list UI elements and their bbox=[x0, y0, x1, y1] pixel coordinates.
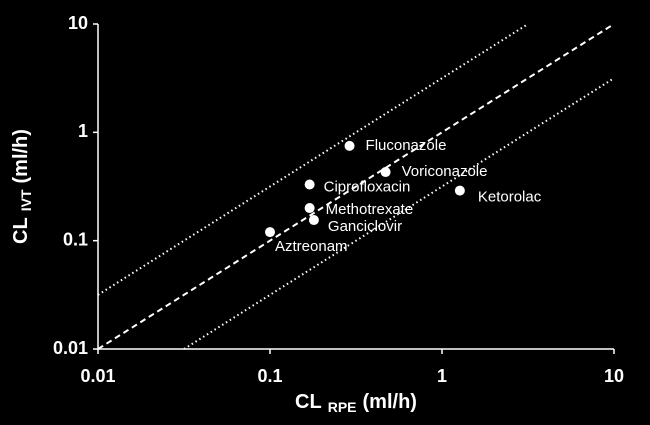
point bbox=[304, 179, 315, 190]
point bbox=[344, 140, 355, 151]
point bbox=[265, 227, 275, 238]
x-axis-title: CL RPE (ml/h) bbox=[295, 391, 417, 414]
x-tick-label: 0.01 bbox=[80, 366, 115, 386]
point-label: Ketorolac bbox=[478, 189, 542, 206]
point bbox=[304, 203, 315, 214]
y-tick-label: 0.01 bbox=[53, 338, 88, 358]
x-tick-label: 0.1 bbox=[257, 366, 282, 386]
y-axis-title-sub: IVT bbox=[18, 189, 34, 211]
x-tick-label: 10 bbox=[604, 366, 624, 386]
reference-line bbox=[183, 77, 615, 350]
y-axis-title-main: CL bbox=[10, 217, 32, 244]
point-label: Methotrexate bbox=[326, 201, 414, 218]
point-label: Ganciclovir bbox=[328, 218, 402, 235]
point-label: Fluconazole bbox=[366, 137, 447, 154]
y-tick-label: 10 bbox=[68, 13, 88, 33]
x-axis-title-main: CL bbox=[295, 391, 322, 413]
point bbox=[308, 215, 319, 226]
y-tick-label: 1 bbox=[78, 121, 88, 141]
point-label: Aztreonam bbox=[275, 238, 348, 255]
y-tick-label: 0.1 bbox=[63, 229, 88, 249]
point bbox=[380, 167, 391, 178]
point bbox=[454, 185, 465, 196]
point-label: Ciprofloxacin bbox=[324, 178, 411, 195]
reference-line bbox=[97, 23, 529, 296]
x-axis-title-unit: (ml/h) bbox=[363, 391, 417, 413]
reference-line bbox=[97, 23, 615, 350]
y-axis-title-unit: (ml/h) bbox=[10, 129, 32, 183]
x-axis-title-sub: RPE bbox=[328, 399, 357, 415]
y-axis-title: CL IVT (ml/h) bbox=[10, 129, 33, 244]
x-tick-label: 1 bbox=[437, 366, 447, 386]
point-label: Voriconazole bbox=[402, 163, 488, 180]
